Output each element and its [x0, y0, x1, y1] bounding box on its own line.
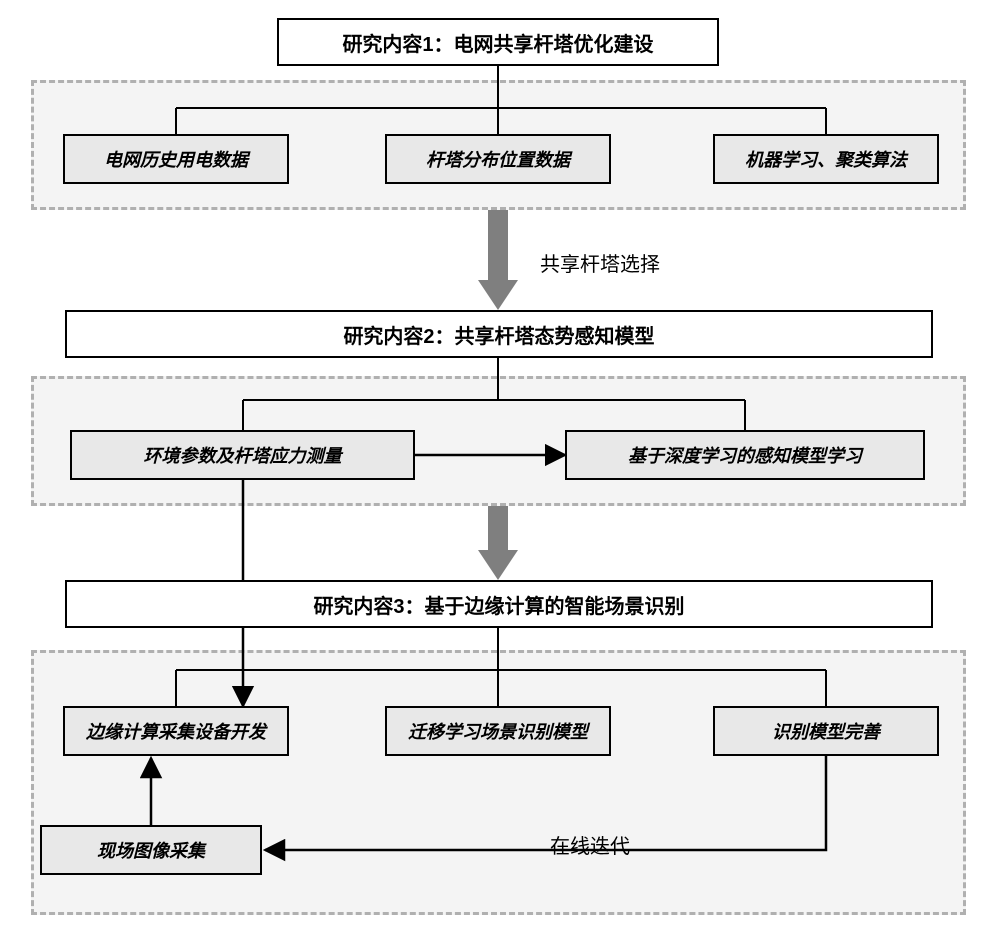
section3-lower-box: 现场图像采集	[40, 825, 262, 875]
diagram-canvas: 研究内容1：电网共享杆塔优化建设 电网历史用电数据 杆塔分布位置数据 机器学习、…	[0, 0, 1000, 951]
section3-box-1-text: 迁移学习场景识别模型	[408, 718, 588, 744]
section3-box-1: 迁移学习场景识别模型	[385, 706, 611, 756]
section3-box-0: 边缘计算采集设备开发	[63, 706, 289, 756]
arrow1-label: 共享杆塔选择	[540, 248, 660, 277]
section3-lower-box-text: 现场图像采集	[97, 837, 205, 863]
iter-label: 在线迭代	[550, 830, 630, 859]
section3-title-text: 研究内容3：基于边缘计算的智能场景识别	[313, 590, 684, 619]
section1-box-1: 杆塔分布位置数据	[385, 134, 611, 184]
region-3	[31, 650, 966, 915]
section3-box-0-text: 边缘计算采集设备开发	[86, 718, 266, 744]
section2-box-0-text: 环境参数及杆塔应力测量	[144, 442, 342, 468]
section3-box-2: 识别模型完善	[713, 706, 939, 756]
section2-box-1: 基于深度学习的感知模型学习	[565, 430, 925, 480]
section1-box-2: 机器学习、聚类算法	[713, 134, 939, 184]
section1-box-1-text: 杆塔分布位置数据	[426, 146, 570, 172]
section1-box-0-text: 电网历史用电数据	[104, 146, 248, 172]
section2-box-0: 环境参数及杆塔应力测量	[70, 430, 415, 480]
section1-box-0: 电网历史用电数据	[63, 134, 289, 184]
section2-box-1-text: 基于深度学习的感知模型学习	[628, 442, 862, 468]
section2-title-text: 研究内容2：共享杆塔态势感知模型	[343, 320, 654, 349]
section2-title: 研究内容2：共享杆塔态势感知模型	[65, 310, 933, 358]
section1-title-text: 研究内容1：电网共享杆塔优化建设	[342, 28, 653, 57]
section1-box-2-text: 机器学习、聚类算法	[745, 146, 907, 172]
section1-title: 研究内容1：电网共享杆塔优化建设	[277, 18, 719, 66]
section3-title: 研究内容3：基于边缘计算的智能场景识别	[65, 580, 933, 628]
section3-box-2-text: 识别模型完善	[772, 718, 880, 744]
